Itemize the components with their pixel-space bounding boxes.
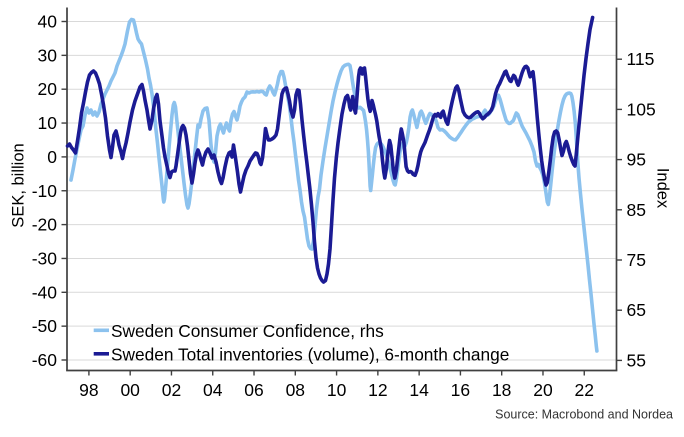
svg-text:-10: -10 xyxy=(32,181,58,201)
svg-text:Sweden Consumer Confidence, rh: Sweden Consumer Confidence, rhs xyxy=(111,321,384,341)
svg-text:SEK, billion: SEK, billion xyxy=(10,143,28,227)
svg-text:65: 65 xyxy=(627,300,646,320)
svg-text:85: 85 xyxy=(627,200,646,220)
svg-text:-20: -20 xyxy=(32,215,58,235)
svg-text:08: 08 xyxy=(286,380,305,400)
svg-text:02: 02 xyxy=(162,380,181,400)
svg-text:16: 16 xyxy=(451,380,470,400)
svg-text:14: 14 xyxy=(409,380,429,400)
svg-text:20: 20 xyxy=(38,79,58,99)
svg-text:75: 75 xyxy=(627,250,646,270)
svg-text:55: 55 xyxy=(627,350,646,370)
svg-text:Sweden Total inventories (volu: Sweden Total inventories (volume), 6-mon… xyxy=(111,345,509,365)
svg-text:98: 98 xyxy=(79,380,98,400)
svg-text:04: 04 xyxy=(203,380,223,400)
svg-text:-60: -60 xyxy=(32,350,58,370)
svg-text:105: 105 xyxy=(627,99,656,119)
svg-text:30: 30 xyxy=(38,45,58,65)
svg-text:95: 95 xyxy=(627,150,646,170)
svg-text:20: 20 xyxy=(533,380,553,400)
svg-text:-50: -50 xyxy=(32,316,58,336)
svg-text:Index: Index xyxy=(654,168,672,209)
svg-text:00: 00 xyxy=(120,380,140,400)
svg-text:40: 40 xyxy=(38,12,58,32)
svg-text:115: 115 xyxy=(627,49,655,69)
svg-text:06: 06 xyxy=(244,380,263,400)
svg-text:12: 12 xyxy=(368,380,387,400)
svg-text:22: 22 xyxy=(575,380,594,400)
svg-text:10: 10 xyxy=(327,380,347,400)
svg-text:Source: Macrobond and Nordea: Source: Macrobond and Nordea xyxy=(495,408,673,422)
svg-text:10: 10 xyxy=(38,113,58,133)
svg-text:-40: -40 xyxy=(32,282,58,302)
svg-text:0: 0 xyxy=(47,147,57,167)
svg-text:-30: -30 xyxy=(32,248,58,268)
svg-text:18: 18 xyxy=(492,380,511,400)
